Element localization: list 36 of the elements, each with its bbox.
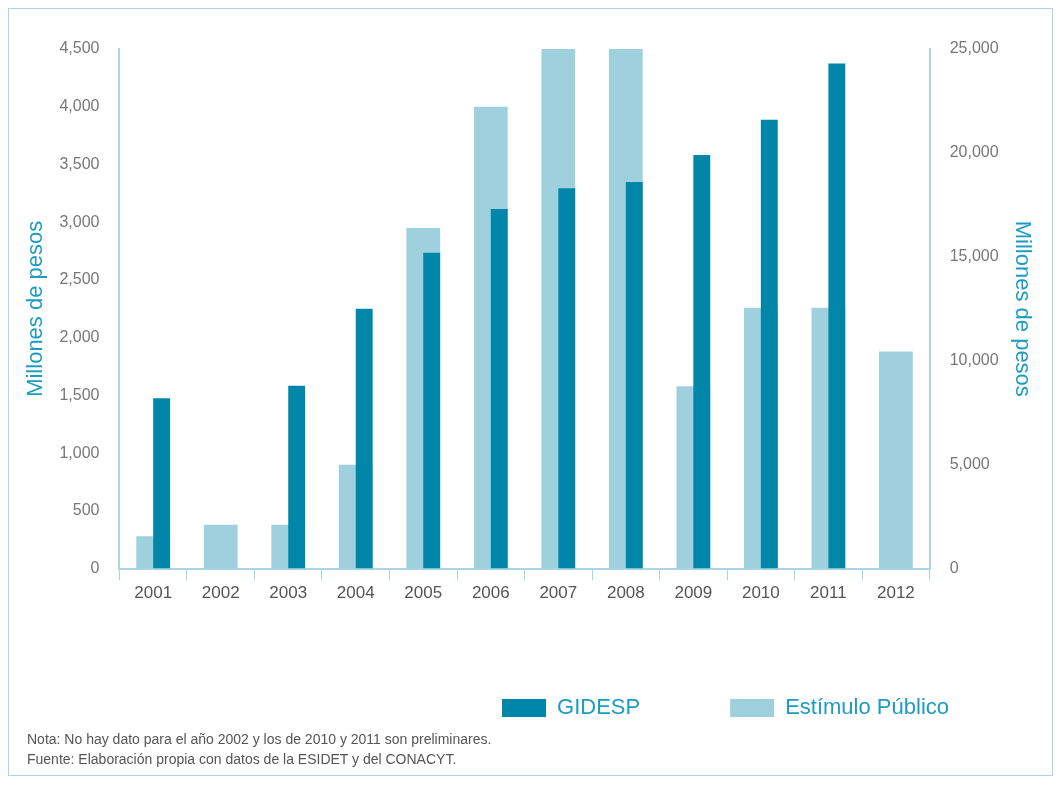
y2-axis-title: Millones de pesos <box>1010 220 1036 397</box>
y-tick-label: 1,000 <box>59 443 100 461</box>
bar <box>558 188 576 569</box>
y2-tick-label: 0 <box>949 559 959 577</box>
text: Nota: No hay dato para el año 2002 y los de 2010 y 2011 son preliminares. <box>27 730 493 749</box>
x-tick-label: 2003 <box>269 583 308 603</box>
x-tick-label: 2006 <box>471 583 510 603</box>
x-tick-label: 2002 <box>201 583 240 603</box>
y2-tick-label: 5,000 <box>949 455 990 473</box>
y-tick-label: 3,500 <box>59 154 100 172</box>
y-tick-label: 500 <box>72 501 100 519</box>
y-tick-label: 2,500 <box>59 270 100 288</box>
source-note: Fuente: Elaboración propia con datos de la ESIDET y del CONACYT. <box>27 750 458 769</box>
legend-label: GIDESP <box>557 694 641 720</box>
x-tick-label: 2004 <box>336 583 375 603</box>
y-tick-label: 4,000 <box>59 97 100 115</box>
x-tick-label: 2012 <box>876 583 915 603</box>
x-tick-label: 2008 <box>606 583 645 603</box>
y-tick-label: 2,000 <box>59 328 100 346</box>
x-tick-label: 2007 <box>539 583 578 603</box>
y-tick-label: 4,500 <box>59 39 100 57</box>
y-tick-label: 0 <box>90 559 100 577</box>
y-tick-label: 1,500 <box>59 385 100 403</box>
y-axis-title: Millones de pesos <box>22 220 48 397</box>
legend-label: Estímulo Público <box>785 694 950 720</box>
bar <box>625 182 643 569</box>
x-tick-label: 2001 <box>134 583 173 603</box>
x-tick-label: 2005 <box>404 583 443 603</box>
y2-tick-label: 20,000 <box>949 143 999 161</box>
x-tick-label: 2011 <box>810 583 847 603</box>
y2-tick-label: 15,000 <box>949 247 999 265</box>
y2-tick-label: 25,000 <box>949 39 999 57</box>
y-tick-label: 3,000 <box>59 212 100 230</box>
y2-tick-label: 10,000 <box>949 351 999 369</box>
x-tick-label: 2009 <box>674 583 713 603</box>
x-tick-label: 2010 <box>741 583 780 603</box>
